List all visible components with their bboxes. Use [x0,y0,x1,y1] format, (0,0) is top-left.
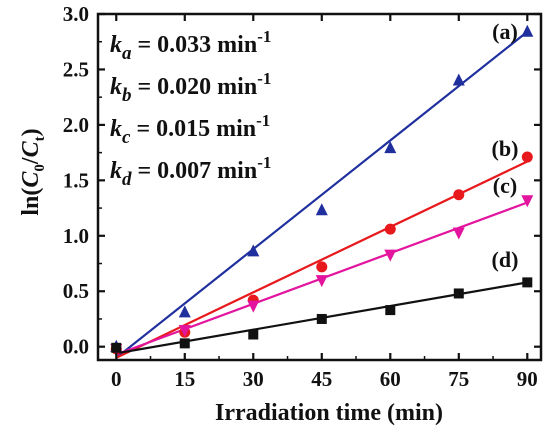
marker-b [453,189,465,201]
series-label-d: (d) [492,247,519,272]
data-markers [110,24,534,356]
x-axis-ticks: 0 15 30 45 60 75 90 [111,14,538,391]
marker-c [247,300,260,313]
marker-a [452,73,465,86]
y-axis-ticks: 0.0 0.5 1.0 1.5 2.0 2.5 3.0 [63,2,541,359]
x-tick-label: 15 [174,367,195,391]
marker-d [522,277,533,288]
series-label-b: (b) [492,136,519,161]
marker-a [247,244,260,257]
rate-constant-d: kd = 0.007 min-1 [110,153,271,190]
y-tick-label: 0.5 [63,279,89,303]
rate-constant-a: ka = 0.033 min-1 [110,27,271,64]
marker-d [385,305,396,316]
marker-b [521,151,533,163]
y-tick-label: 1.0 [63,224,89,248]
rate-constant-annotations: ka = 0.033 min-1 kb = 0.020 min-1 kc = 0.0… [110,27,271,190]
y-tick-label: 2.0 [63,113,89,137]
marker-c [452,227,465,240]
y-tick-label: 2.5 [63,57,89,81]
y-tick-label: 0.0 [63,335,89,359]
marker-d [316,313,327,324]
marker-a [521,24,534,37]
plot-border [96,12,543,362]
marker-c [178,325,191,338]
fit-line-b [115,160,528,359]
marker-d [179,338,190,349]
x-tick-label: 90 [517,367,538,391]
marker-a [178,305,191,318]
marker-b [384,223,396,235]
series-labels: (a) (b) (c) (d) [492,19,519,272]
marker-d [248,329,259,340]
series-label-a: (a) [492,19,518,44]
x-tick-label: 75 [448,367,469,391]
x-tick-label: 0 [111,367,122,391]
marker-c [384,249,397,262]
y-axis-label: ln(C0/Ct) [18,128,48,215]
y-tick-label: 3.0 [63,2,89,26]
x-tick-label: 60 [380,367,401,391]
marker-d [111,342,122,353]
marker-c [521,195,534,208]
x-tick-label: 30 [243,367,264,391]
series-label-c: (c) [493,173,517,198]
rate-constant-c: kc = 0.015 min-1 [110,111,270,148]
rate-constant-b: kb = 0.020 min-1 [110,69,271,106]
marker-b [316,261,328,273]
marker-d [453,288,464,299]
x-axis-label: Irradiation time (min) [215,400,443,426]
marker-a [315,203,328,216]
marker-a [384,141,397,154]
x-tick-label: 45 [311,367,332,391]
fit-line-a [115,30,528,359]
marker-c [315,275,328,288]
y-tick-label: 1.5 [63,168,89,192]
plot-frame [96,12,543,362]
